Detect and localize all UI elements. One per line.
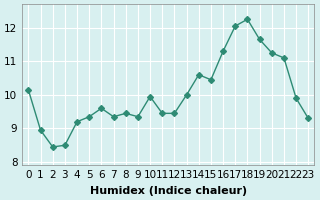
X-axis label: Humidex (Indice chaleur): Humidex (Indice chaleur) bbox=[90, 186, 247, 196]
